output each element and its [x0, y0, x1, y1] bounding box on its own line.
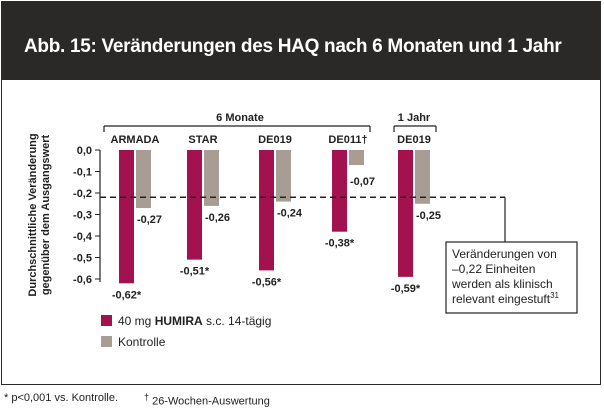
- figure-title: Abb. 15: Veränderungen des HAQ nach 6 Mo…: [24, 36, 562, 57]
- control-value-label: -0,24: [277, 208, 303, 220]
- legend-label-part: s.c. 14-tägig: [203, 314, 272, 328]
- legend-swatch: [101, 336, 112, 347]
- group-label-6-months: 6 Monate: [216, 112, 264, 124]
- note-line: Veränderungen von: [452, 247, 557, 261]
- note-line: relevant eingestuft31: [452, 291, 560, 306]
- y-tick-label: -0,2: [73, 188, 92, 200]
- control-value-label: -0,25: [416, 210, 441, 222]
- humira-value-label: -0,56*: [252, 276, 282, 288]
- footnote-26-weeks-text: 26-Wochen-Auswertung: [149, 395, 270, 408]
- humira-bar: [398, 150, 413, 277]
- y-tick-label: -0,3: [73, 210, 92, 222]
- legend-label: 40 mg HUMIRA s.c. 14-tägig: [118, 314, 271, 328]
- humira-value-label: -0,51*: [180, 266, 210, 278]
- category-label: DE011†: [328, 134, 367, 146]
- category-label: DE019: [258, 134, 292, 146]
- ylabel-line-2: gegenüber dem Ausgangswert: [40, 134, 52, 295]
- y-tick-label: -0,6: [73, 274, 92, 286]
- humira-value-label: -0,38*: [325, 238, 355, 250]
- legend-label: Kontrolle: [118, 335, 166, 349]
- humira-value-label: -0,59*: [391, 283, 421, 295]
- humira-bar: [332, 150, 347, 232]
- legend-label-part: Kontrolle: [118, 335, 166, 349]
- control-value-label: -0,07: [350, 176, 375, 188]
- humira-bar: [259, 150, 274, 271]
- footnote-significance: * p<0,001 vs. Kontrolle.: [4, 392, 119, 404]
- control-value-label: -0,27: [137, 214, 162, 226]
- category-label: ARMADA: [111, 134, 160, 146]
- y-tick-label: -0,4: [73, 231, 93, 243]
- humira-value-label: -0,62*: [112, 289, 142, 301]
- note-line: werden als klinisch: [451, 277, 553, 291]
- y-tick-label: -0,1: [73, 167, 92, 179]
- dagger-mark: †: [144, 392, 150, 402]
- legend-swatch: [101, 315, 112, 326]
- control-bar: [276, 150, 291, 202]
- figure-header: Abb. 15: Veränderungen des HAQ nach 6 Mo…: [2, 2, 600, 80]
- group-label-1-year: 1 Jahr: [398, 112, 431, 124]
- control-value-label: -0,26: [205, 212, 230, 224]
- footnote-26-weeks: † 26-Wochen-Auswertung: [144, 392, 270, 408]
- humira-bar: [119, 150, 134, 284]
- category-label: DE019: [397, 134, 431, 146]
- y-tick-label: 0,0: [77, 145, 92, 157]
- ylabel-line-1: Durchschnittliche Veränderung: [27, 133, 39, 296]
- note-superscript: 31: [550, 291, 559, 300]
- control-bar: [204, 150, 219, 206]
- category-label: STAR: [188, 134, 217, 146]
- control-bar: [415, 150, 430, 204]
- legend-label-bold: HUMIRA: [155, 314, 203, 328]
- humira-bar: [187, 150, 202, 260]
- note-box: [445, 241, 578, 314]
- legend-label-part: 40 mg: [118, 314, 155, 328]
- control-bar: [136, 150, 151, 209]
- y-tick-label: -0,5: [73, 253, 92, 265]
- note-line: –0,22 Einheiten: [452, 262, 535, 276]
- control-bar: [349, 150, 364, 166]
